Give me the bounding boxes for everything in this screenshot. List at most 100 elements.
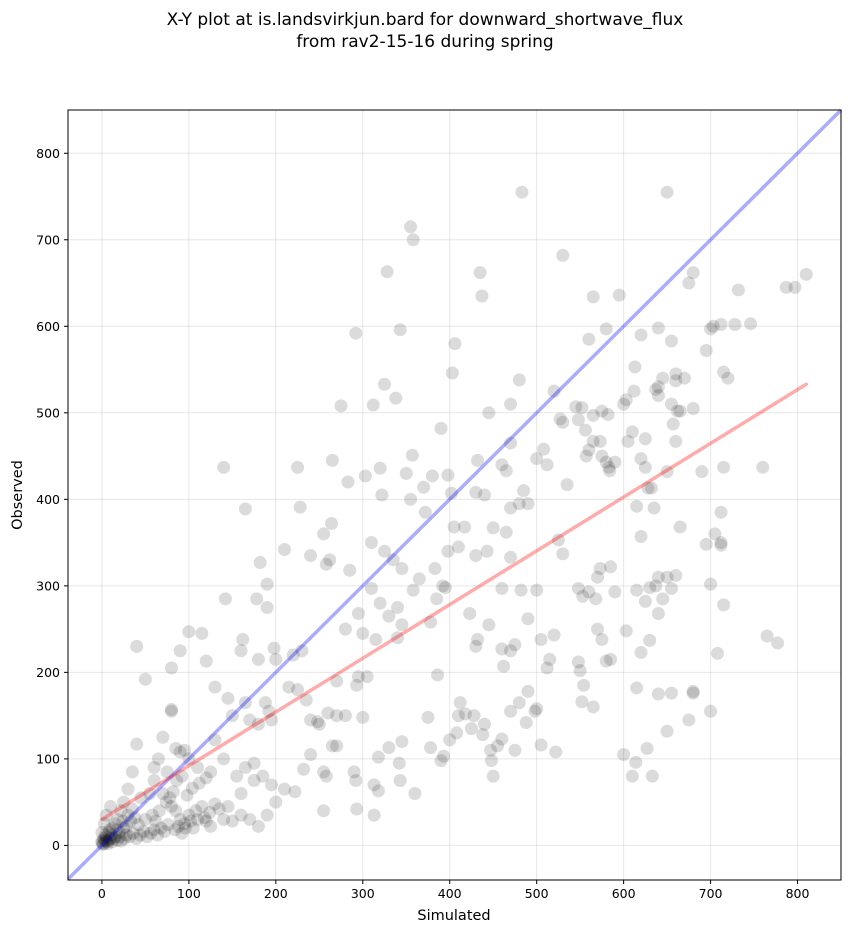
x-tick-label: 100 — [177, 886, 201, 901]
data-point — [173, 812, 187, 826]
data-point — [349, 774, 363, 788]
data-point — [664, 334, 678, 348]
data-point — [486, 769, 500, 783]
data-point — [644, 481, 658, 495]
data-point — [221, 799, 235, 813]
data-point — [114, 834, 128, 848]
data-point — [258, 696, 272, 710]
data-point — [378, 544, 392, 558]
data-point — [404, 220, 418, 234]
data-point — [515, 185, 529, 199]
data-point — [634, 530, 648, 544]
data-point — [99, 834, 113, 848]
data-point — [651, 687, 665, 701]
data-point — [108, 830, 122, 844]
data-point — [112, 825, 126, 839]
data-point — [514, 583, 528, 597]
data-point — [480, 544, 494, 558]
data-point — [147, 823, 161, 837]
data-point — [517, 484, 531, 498]
data-point — [669, 434, 683, 448]
data-point — [731, 283, 745, 297]
data-point — [728, 318, 742, 332]
data-point — [161, 818, 175, 832]
data-point — [262, 704, 276, 718]
data-point — [304, 713, 318, 727]
data-point — [195, 626, 209, 640]
data-point — [595, 404, 609, 418]
data-point — [664, 397, 678, 411]
data-point — [140, 830, 154, 844]
data-point — [717, 460, 731, 474]
data-point — [203, 806, 217, 820]
data-point — [604, 560, 618, 574]
data-point — [114, 804, 128, 818]
data-point — [101, 837, 115, 851]
data-point — [105, 821, 119, 835]
x-tick-label: 0 — [98, 886, 106, 901]
data-point — [476, 728, 490, 742]
data-point — [495, 581, 509, 595]
data-point — [164, 661, 178, 675]
data-point — [649, 382, 663, 396]
data-point — [217, 752, 231, 766]
x-tick-label: 500 — [525, 886, 549, 901]
data-point — [484, 743, 498, 757]
data-point — [243, 812, 257, 826]
x-axis-label: Simulated — [417, 908, 490, 924]
data-point — [260, 577, 274, 591]
data-point — [185, 781, 199, 795]
data-point — [375, 488, 389, 502]
data-point — [575, 695, 589, 709]
data-point — [706, 319, 720, 333]
x-tick-label: 700 — [699, 886, 723, 901]
data-point — [504, 436, 518, 450]
data-point — [521, 612, 535, 626]
data-point — [217, 460, 231, 474]
data-point — [311, 715, 325, 729]
data-point — [369, 632, 383, 646]
data-point — [443, 733, 457, 747]
data-point — [630, 681, 644, 695]
data-point — [108, 817, 122, 831]
data-point — [799, 267, 813, 281]
data-point — [118, 831, 132, 845]
data-point — [170, 774, 184, 788]
data-point — [169, 741, 183, 755]
data-point — [238, 696, 252, 710]
data-point — [366, 398, 380, 412]
axis-ticks: 0 100 200 300 400 500 600 700 800 0 100 200 300 400 50… — [36, 146, 809, 901]
data-point — [469, 549, 483, 563]
data-point — [612, 288, 626, 302]
data-point — [338, 622, 352, 636]
data-point — [288, 785, 302, 799]
data-point — [182, 625, 196, 639]
data-point — [431, 668, 445, 682]
data-point — [95, 836, 109, 850]
data-point — [351, 670, 365, 684]
data-point — [628, 360, 642, 374]
data-point — [156, 730, 170, 744]
data-point — [643, 633, 657, 647]
data-point — [264, 778, 278, 792]
data-point — [124, 814, 138, 828]
data-point — [297, 762, 311, 776]
data-point — [599, 654, 613, 668]
data-point — [96, 838, 110, 852]
data-point — [130, 639, 144, 653]
data-point — [191, 761, 205, 775]
data-point — [473, 266, 487, 280]
data-point — [199, 814, 213, 828]
data-point — [137, 825, 151, 839]
data-point — [586, 408, 600, 422]
data-point — [717, 598, 731, 612]
data-point — [641, 481, 655, 495]
data-point — [371, 750, 385, 764]
data-point — [238, 502, 252, 516]
x-tick-label: 800 — [786, 886, 810, 901]
data-point — [721, 371, 735, 385]
data-point — [130, 831, 144, 845]
data-point — [530, 452, 544, 466]
data-point — [264, 713, 278, 727]
